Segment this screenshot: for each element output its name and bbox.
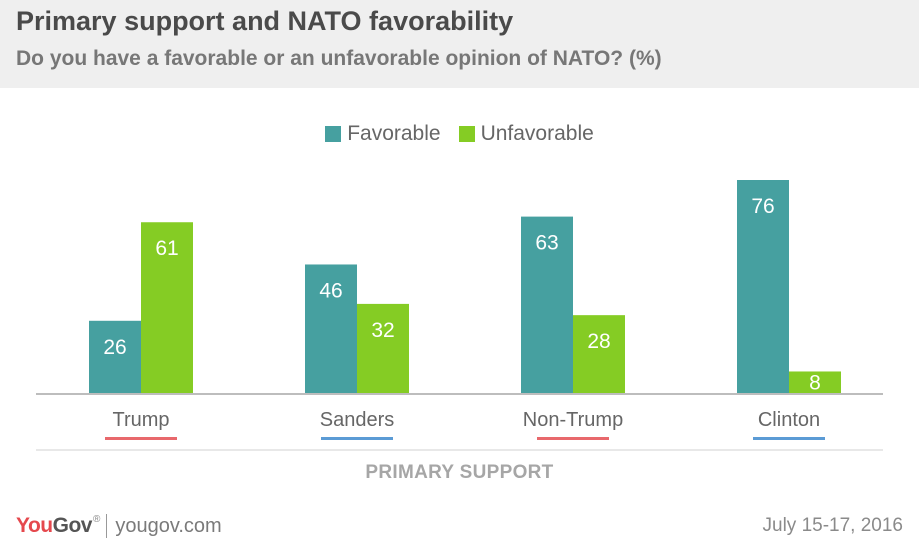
category-underline-non-trump — [537, 437, 609, 440]
category-label-trump: Trump — [112, 409, 169, 431]
legend-swatch-unfavorable — [458, 126, 475, 142]
bar-trump-favorable — [89, 320, 141, 394]
category-label-sanders: Sanders — [320, 409, 395, 431]
chart-title: Primary support and NATO favorability — [16, 6, 514, 36]
data-label-trump-favorable: 26 — [103, 336, 126, 359]
data-label-non-trump-favorable: 63 — [535, 232, 558, 255]
data-label-sanders-unfavorable: 32 — [371, 319, 394, 342]
legend: Favorable Unfavorable — [0, 121, 919, 147]
category-underline-clinton — [753, 437, 825, 440]
bar-clinton-favorable — [737, 180, 789, 394]
legend-item-unfavorable: Unfavorable — [458, 122, 594, 146]
category-underline-trump — [105, 437, 177, 440]
bar-non-trump-unfavorable — [573, 315, 625, 394]
category-underline-sanders — [321, 437, 393, 440]
bar-sanders-unfavorable — [357, 303, 409, 394]
legend-label-unfavorable: Unfavorable — [480, 122, 594, 145]
category-label-clinton: Clinton — [758, 409, 820, 431]
data-label-non-trump-unfavorable: 28 — [587, 330, 610, 353]
category-label-non-trump: Non-Trump — [523, 409, 623, 431]
data-label-sanders-favorable: 46 — [319, 279, 342, 302]
survey-date: July 15-17, 2016 — [762, 515, 904, 536]
site-url: yougov.com — [115, 514, 222, 537]
yougov-logo: You Gov ® yougov.com — [16, 514, 222, 538]
bar-non-trump-favorable — [521, 216, 573, 394]
bar-sanders-favorable — [305, 264, 357, 394]
logo-divider — [106, 514, 108, 538]
data-label-trump-unfavorable: 61 — [155, 237, 178, 260]
logo-gov: Gov — [52, 514, 93, 537]
chart-subtitle: Do you have a favorable or an unfavorabl… — [16, 47, 662, 70]
data-label-clinton-unfavorable: 8 — [809, 372, 821, 395]
data-label-clinton-favorable: 76 — [751, 195, 774, 218]
legend-label-favorable: Favorable — [347, 122, 441, 145]
header-band: Primary support and NATO favorability Do… — [0, 0, 919, 88]
legend-item-favorable: Favorable — [325, 122, 441, 146]
logo-registered-mark: ® — [92, 514, 101, 525]
bar-clinton-unfavorable — [789, 371, 841, 394]
x-axis-title: PRIMARY SUPPORT — [365, 462, 554, 483]
bar-trump-unfavorable — [141, 222, 193, 394]
logo-you: You — [16, 514, 53, 537]
legend-swatch-favorable — [325, 126, 342, 142]
